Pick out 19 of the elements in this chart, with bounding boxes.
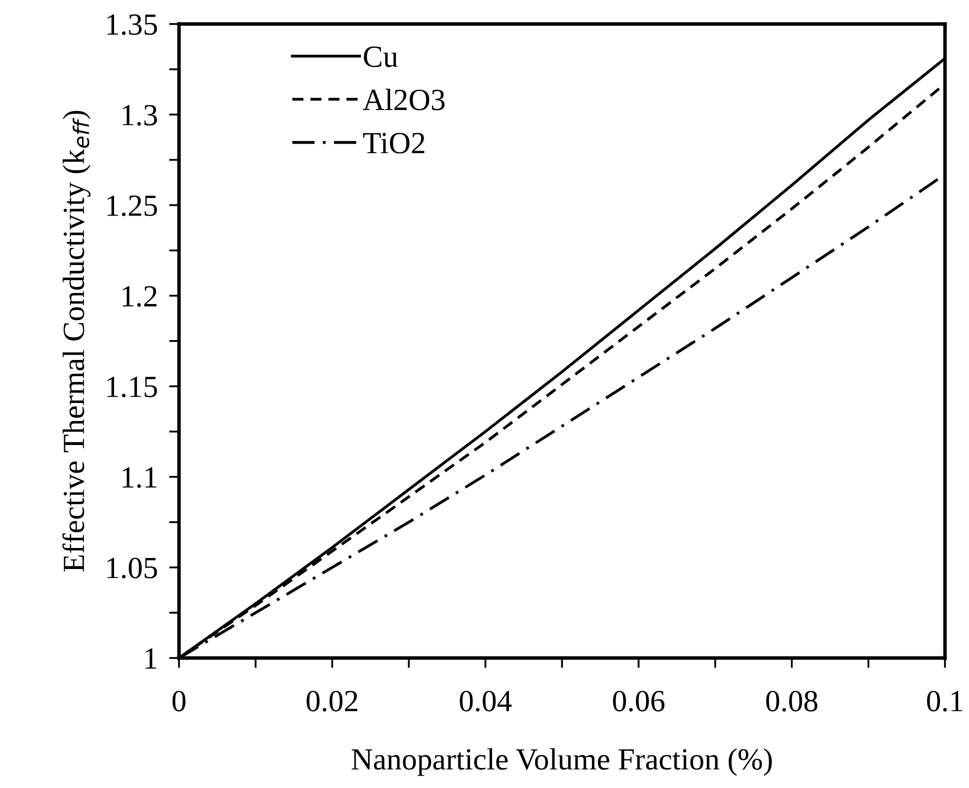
x-axis-title: Nanoparticle Volume Fraction (%) [352, 748, 772, 776]
x-tick-label: 0.1 [927, 690, 962, 712]
x-tick-label: 0.04 [460, 690, 512, 712]
y-tick-label: 1.1 [122, 467, 156, 488]
y-tick-label: 1.05 [107, 558, 157, 578]
legend-label: Cu [364, 46, 398, 68]
x-tick-label: 0 [172, 690, 186, 712]
legend-label: TiO2 [363, 132, 424, 154]
y-axis-title: Effective Thermal Conductivity (k$_{eff}$) [62, 110, 90, 572]
y-tick-label: 1.15 [107, 376, 157, 398]
x-tick-label: 0.02 [306, 690, 358, 712]
x-tick-label: 0.06 [613, 690, 664, 712]
y-tick-label: 1.3 [122, 104, 157, 126]
x-tick-label: 0.08 [766, 690, 818, 712]
y-tick-label: 1.2 [122, 286, 156, 307]
y-tick-label: 1 [146, 648, 156, 669]
legend-label: Al2O3 [362, 88, 445, 110]
y-tick-label: 1.25 [107, 196, 157, 216]
y-tick-label: 1.35 [107, 14, 157, 36]
